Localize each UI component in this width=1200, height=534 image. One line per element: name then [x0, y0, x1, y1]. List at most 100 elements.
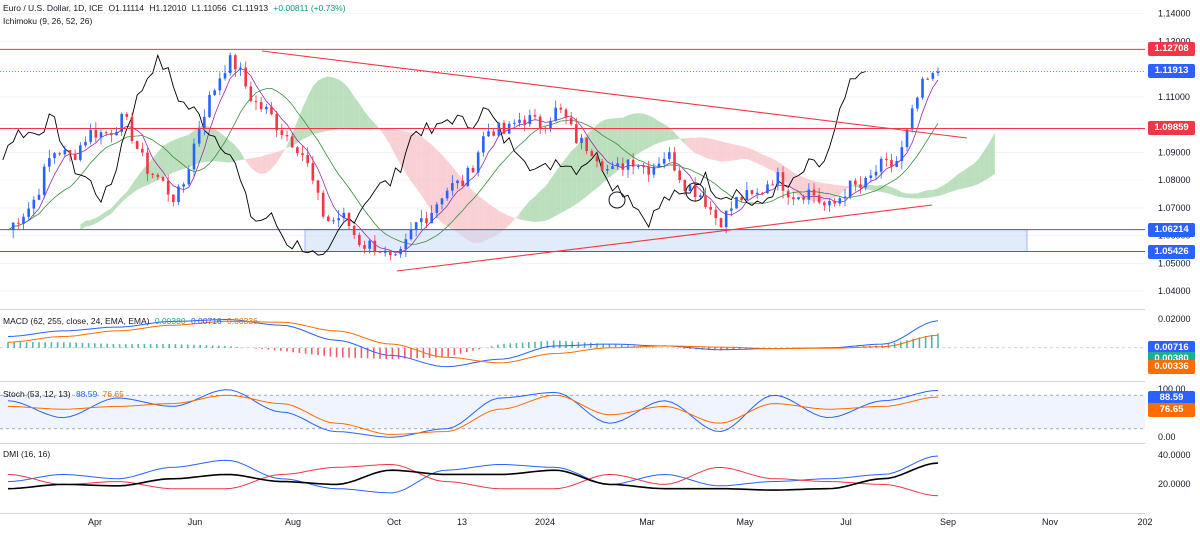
candle-body[interactable] — [637, 166, 640, 168]
stoch-pane[interactable] — [0, 389, 1145, 438]
descending-trendline[interactable] — [261, 50, 968, 139]
candle-body[interactable] — [662, 158, 666, 164]
candle-body[interactable] — [104, 132, 108, 134]
candle-body[interactable] — [611, 166, 614, 170]
candle-body[interactable] — [538, 116, 542, 128]
candle-body[interactable] — [518, 119, 521, 123]
candle-body[interactable] — [461, 180, 464, 186]
candle-body[interactable] — [451, 183, 454, 191]
candle-body[interactable] — [404, 239, 408, 250]
candle-body[interactable] — [642, 166, 645, 168]
candle-body[interactable] — [172, 194, 175, 203]
candle-body[interactable] — [755, 192, 759, 194]
candle-body[interactable] — [161, 176, 165, 181]
candle-body[interactable] — [290, 136, 294, 148]
macd-pane[interactable] — [0, 318, 1145, 368]
candle-body[interactable] — [435, 204, 439, 213]
candle-body[interactable] — [17, 222, 20, 224]
candle-body[interactable] — [864, 177, 867, 188]
price-candles[interactable] — [11, 52, 940, 261]
candle-body[interactable] — [766, 184, 769, 194]
candle-body[interactable] — [750, 190, 754, 194]
candle-body[interactable] — [332, 220, 335, 222]
candle-body[interactable] — [11, 222, 15, 231]
candle-body[interactable] — [471, 167, 475, 173]
candle-body[interactable] — [704, 195, 707, 207]
candle-body[interactable] — [487, 131, 490, 137]
candle-body[interactable] — [921, 78, 924, 98]
candle-body[interactable] — [879, 158, 883, 172]
candle-body[interactable] — [228, 55, 232, 74]
candle-body[interactable] — [528, 115, 532, 125]
candle-body[interactable] — [363, 245, 366, 249]
candle-body[interactable] — [869, 175, 873, 178]
pane-divider[interactable] — [0, 443, 1145, 444]
candle-body[interactable] — [58, 153, 61, 155]
candle-body[interactable] — [714, 209, 718, 219]
candle-body[interactable] — [910, 108, 914, 130]
candle-body[interactable] — [187, 169, 191, 185]
candle-body[interactable] — [115, 131, 118, 136]
candle-body[interactable] — [275, 114, 278, 131]
ascending-trendline[interactable] — [396, 204, 933, 272]
candle-body[interactable] — [828, 200, 831, 206]
candle-body[interactable] — [352, 225, 356, 236]
candle-body[interactable] — [926, 78, 929, 80]
candle-body[interactable] — [797, 197, 800, 200]
candle-body[interactable] — [156, 174, 160, 177]
candle-body[interactable] — [296, 147, 299, 154]
candle-body[interactable] — [347, 212, 351, 226]
candle-body[interactable] — [890, 159, 893, 167]
candle-body[interactable] — [683, 180, 687, 191]
candle-body[interactable] — [533, 115, 537, 117]
candle-body[interactable] — [42, 166, 46, 195]
candle-body[interactable] — [900, 147, 904, 162]
candle-body[interactable] — [342, 212, 346, 219]
candle-body[interactable] — [234, 55, 237, 70]
candle-body[interactable] — [523, 119, 526, 125]
candle-body[interactable] — [843, 196, 847, 199]
candle-body[interactable] — [203, 117, 206, 129]
candle-body[interactable] — [724, 210, 728, 228]
candle-body[interactable] — [166, 180, 170, 195]
pane-divider[interactable] — [0, 381, 1145, 382]
candle-body[interactable] — [420, 218, 423, 223]
candle-body[interactable] — [657, 163, 661, 167]
support-zone-box[interactable] — [304, 229, 1028, 252]
candle-body[interactable] — [745, 190, 749, 201]
candle-body[interactable] — [358, 235, 361, 246]
candle-body[interactable] — [833, 200, 836, 204]
candle-body[interactable] — [735, 196, 738, 209]
candle-body[interactable] — [151, 173, 154, 175]
candle-body[interactable] — [249, 86, 253, 102]
candle-body[interactable] — [280, 130, 284, 135]
candle-body[interactable] — [327, 216, 330, 222]
candle-body[interactable] — [606, 169, 609, 171]
candle-body[interactable] — [399, 249, 402, 255]
candle-body[interactable] — [688, 185, 692, 191]
candle-body[interactable] — [595, 156, 599, 162]
candle-body[interactable] — [854, 180, 857, 185]
candle-body[interactable] — [874, 171, 878, 176]
candle-body[interactable] — [652, 166, 656, 175]
candle-body[interactable] — [616, 163, 619, 167]
candle-body[interactable] — [575, 124, 578, 144]
candle-body[interactable] — [916, 97, 919, 109]
candle-body[interactable] — [394, 254, 397, 256]
candle-body[interactable] — [301, 153, 304, 156]
candle-body[interactable] — [564, 109, 568, 118]
candle-body[interactable] — [316, 180, 320, 193]
candle-body[interactable] — [585, 137, 588, 152]
candle-body[interactable] — [569, 117, 573, 125]
candle-body[interactable] — [182, 184, 185, 187]
candle-body[interactable] — [771, 184, 774, 186]
candle-body[interactable] — [99, 132, 103, 138]
candle-body[interactable] — [859, 184, 862, 188]
candle-body[interactable] — [27, 208, 30, 217]
candle-body[interactable] — [440, 198, 444, 205]
candle-body[interactable] — [409, 229, 413, 240]
annotation-circle[interactable] — [685, 182, 705, 202]
candle-body[interactable] — [135, 140, 139, 149]
candle-body[interactable] — [492, 131, 495, 136]
